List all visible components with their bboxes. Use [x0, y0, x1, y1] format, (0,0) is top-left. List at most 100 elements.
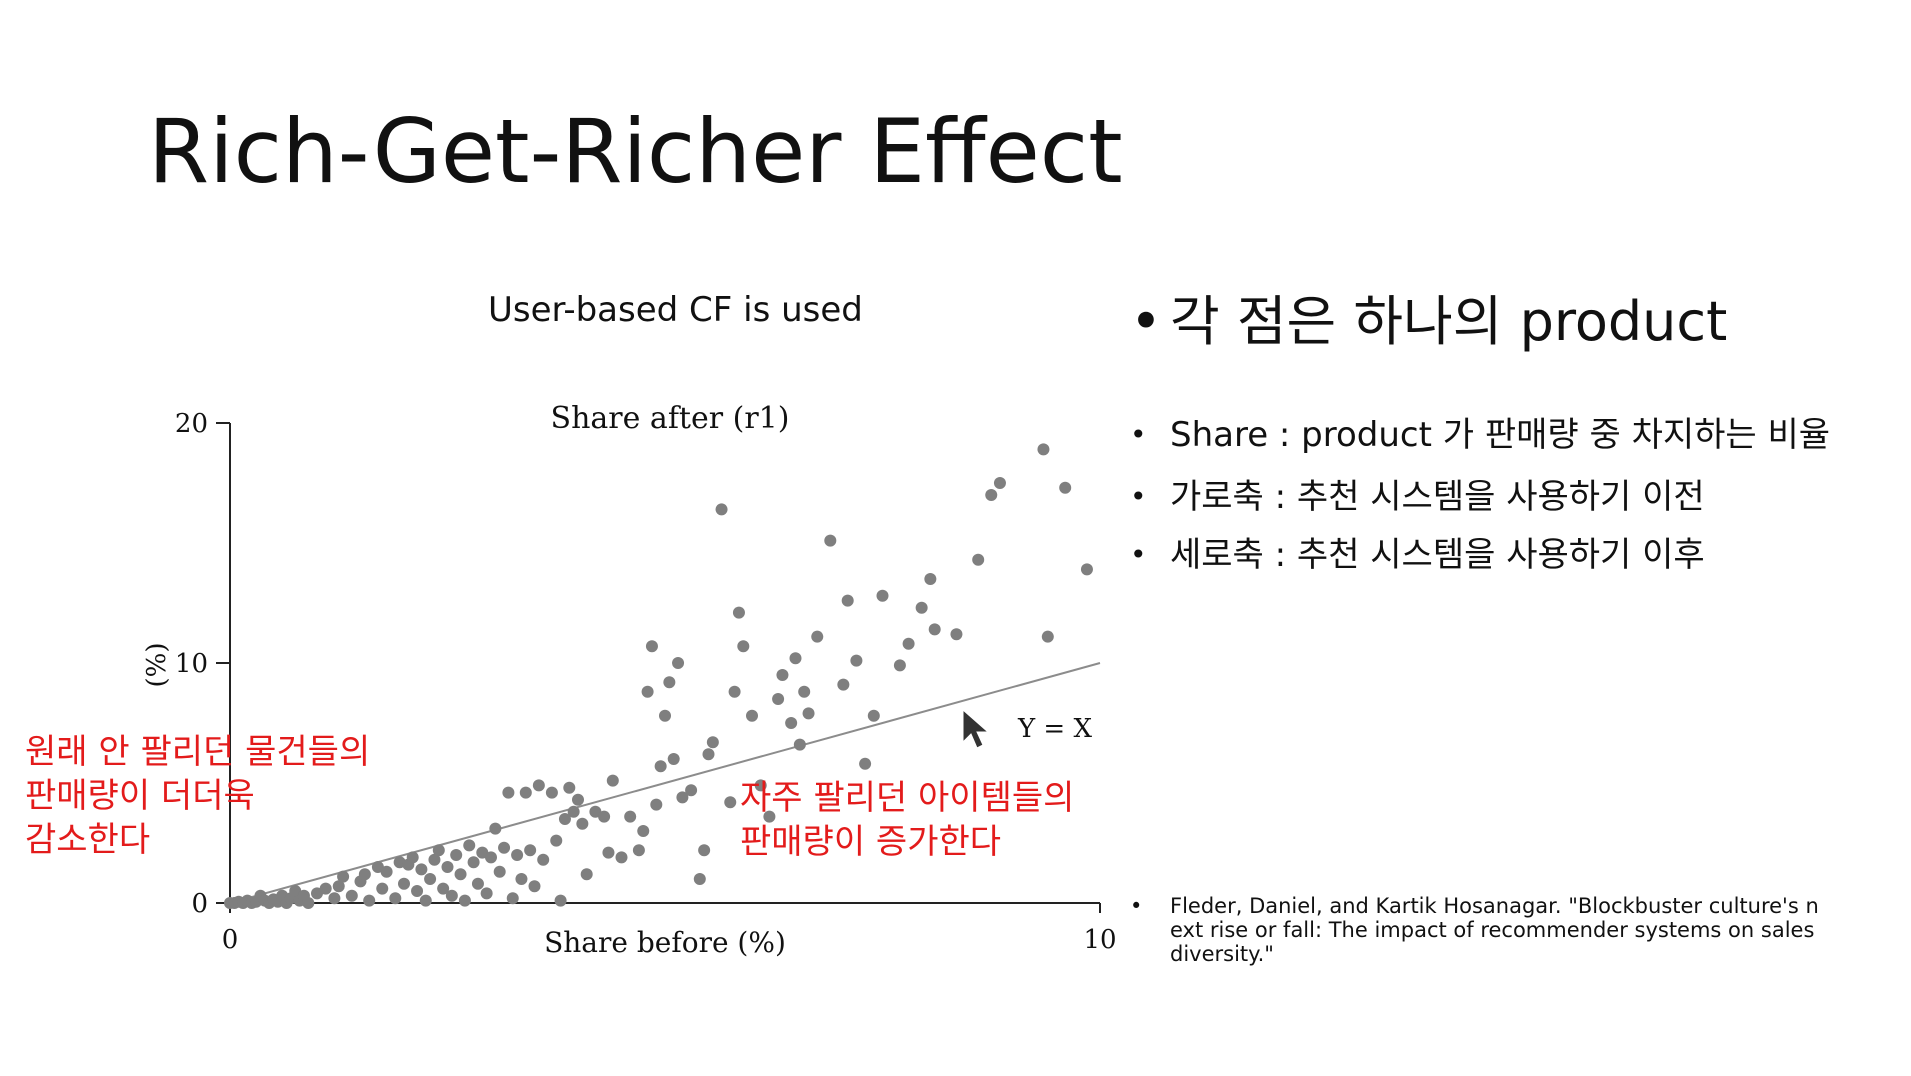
data-point: [450, 849, 463, 861]
data-point: [772, 693, 785, 705]
data-point: [432, 844, 445, 857]
bullet-x-axis: • 가로축 : 추천 시스템을 사용하기 이전: [1130, 478, 1840, 516]
data-point: [485, 851, 497, 864]
data-point: [893, 659, 906, 672]
chart-title: Share after (r1): [551, 401, 790, 436]
data-point: [654, 760, 667, 773]
data-point: [706, 736, 719, 749]
data-point: [545, 786, 558, 799]
data-point: [902, 637, 915, 650]
data-point: [859, 757, 872, 770]
data-point: [837, 678, 850, 691]
data-point: [467, 856, 480, 869]
data-point: [532, 779, 545, 792]
data-point: [580, 868, 593, 881]
data-point: [498, 841, 511, 854]
data-point: [445, 889, 458, 902]
data-point: [358, 868, 371, 881]
data-point: [302, 897, 315, 909]
bullet-share: • Share : product 가 판매량 중 차지하는 비율: [1130, 416, 1840, 454]
data-point: [411, 885, 424, 897]
data-point: [841, 594, 854, 607]
data-point: [993, 477, 1006, 489]
data-point: [406, 851, 419, 864]
scatter-chart: 0 10 20 0 10 Share after (r1) Share before (…: [142, 401, 1117, 959]
data-point: [558, 813, 571, 825]
data-point: [1080, 563, 1093, 576]
data-point: [519, 786, 532, 799]
data-point: [650, 798, 663, 811]
data-point: [572, 793, 584, 806]
data-point: [515, 873, 528, 885]
data-point: [428, 853, 441, 866]
data-point: [972, 553, 985, 566]
data-point: [380, 865, 393, 878]
data-point: [345, 889, 358, 902]
x-tick-label: 10: [1083, 925, 1116, 955]
data-point: [319, 882, 332, 895]
bullet-y-axis: • 세로축 : 추천 시스템을 사용하기 이후: [1130, 536, 1840, 574]
data-point: [1041, 630, 1054, 643]
data-point: [876, 589, 889, 602]
data-point: [659, 709, 671, 722]
data-point: [798, 685, 811, 698]
bullet-dot-icon: •: [1130, 480, 1147, 513]
x-tick-label: 0: [222, 925, 239, 955]
bullet-dot-icon: •: [1130, 418, 1147, 451]
data-point: [802, 707, 815, 720]
mouse-cursor-icon: [962, 708, 990, 749]
data-point: [554, 894, 567, 907]
data-point: [641, 685, 654, 698]
data-points: [224, 443, 1093, 909]
y-tick-label: 10: [175, 649, 208, 679]
bullet-dot-icon: •: [1130, 538, 1147, 571]
data-point: [506, 892, 519, 905]
data-point: [985, 489, 998, 501]
data-point: [563, 781, 576, 794]
data-point: [950, 628, 963, 641]
data-point: [602, 846, 615, 859]
data-point: [502, 786, 515, 799]
data-point: [337, 870, 350, 883]
bullet-share-text: Share : product 가 판매량 중 차지하는 비율: [1170, 415, 1831, 455]
data-point: [550, 834, 563, 847]
data-point: [624, 810, 637, 823]
data-point: [463, 839, 476, 852]
data-point: [419, 894, 432, 907]
data-point: [785, 717, 798, 729]
bullet-main-text: 각 점은 하나의 product: [1170, 290, 1728, 353]
data-point: [528, 880, 541, 893]
data-point: [389, 892, 402, 905]
chart-subtitle: User-based CF is used: [488, 290, 863, 330]
bullet-x-axis-text: 가로축 : 추천 시스템을 사용하기 이전: [1170, 477, 1705, 517]
data-point: [376, 882, 389, 895]
data-point: [645, 640, 658, 653]
bullet-main: • 각 점은 하나의 product: [1130, 290, 1840, 354]
data-point: [811, 630, 824, 643]
data-point: [537, 853, 550, 866]
data-point: [728, 685, 741, 698]
data-point: [441, 861, 454, 873]
slide-title: Rich-Get-Richer Effect: [148, 100, 1123, 203]
data-point: [471, 877, 484, 890]
data-point: [454, 868, 467, 881]
data-point: [776, 669, 789, 681]
data-point: [1059, 481, 1072, 494]
data-point: [524, 844, 537, 857]
data-point: [667, 753, 680, 765]
bullet-list: • 각 점은 하나의 product • Share : product 가 판…: [1130, 290, 1840, 574]
data-point: [632, 844, 645, 857]
data-point: [685, 784, 698, 797]
data-point: [458, 894, 471, 907]
data-point: [672, 657, 685, 669]
data-point: [424, 873, 437, 885]
data-point: [763, 810, 776, 823]
data-point: [746, 709, 758, 722]
annotation-left: 원래 안 팔리던 물건들의 판매량이 더더욱 감소한다: [25, 732, 371, 860]
data-point: [1037, 443, 1050, 456]
data-point: [511, 849, 524, 861]
y-tick-label: 0: [191, 889, 208, 919]
reference-text: Fleder, Daniel, and Kartik Hosanagar. "B…: [1170, 894, 1819, 966]
y-tick-label: 20: [175, 409, 208, 439]
data-point: [732, 606, 745, 619]
